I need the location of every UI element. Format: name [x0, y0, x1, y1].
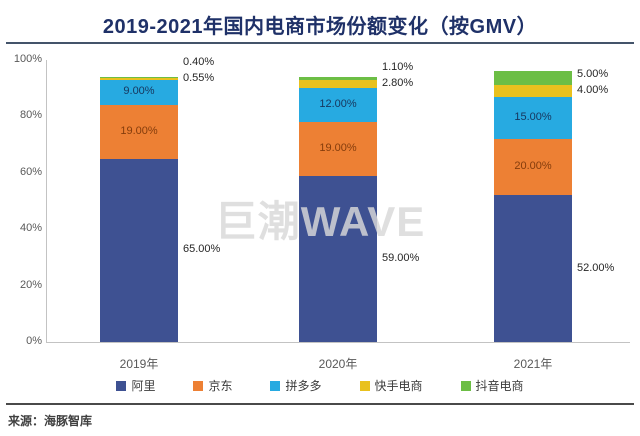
- bar-segment: [494, 138, 572, 196]
- bar-segment: [494, 96, 572, 139]
- bar-segment: [100, 158, 178, 342]
- bar-segment-label: 20.00%: [514, 160, 552, 173]
- source-text: 来源：海豚智库: [8, 414, 93, 428]
- ytick-label: 80%: [19, 109, 42, 122]
- legend-item: 拼多多: [270, 377, 322, 394]
- bar-segment: [100, 78, 178, 80]
- legend-swatch: [359, 380, 370, 391]
- legend-swatch: [270, 380, 281, 391]
- bar-segment-label: 15.00%: [514, 110, 552, 123]
- ytick-label: 100%: [13, 53, 42, 65]
- legend-item: 快手电商: [359, 377, 423, 394]
- legend-label: 拼多多: [285, 379, 322, 393]
- bar-segment-label: 1.10%: [382, 61, 414, 74]
- bar-segment: [299, 88, 377, 123]
- ytick-label: 20%: [19, 278, 42, 291]
- chart-title: 2019-2021年国内电商市场份额变化（按GMV）: [102, 16, 538, 38]
- legend-swatch: [193, 380, 204, 391]
- category-label: 2020年: [318, 357, 358, 371]
- bar-segment-label: 5.00%: [577, 68, 609, 81]
- legend-label: 抖音电商: [475, 379, 524, 393]
- bar-segment-label: 19.00%: [319, 141, 357, 154]
- y-axis-line: [46, 60, 47, 342]
- footer-divider: [6, 403, 634, 405]
- legend-swatch: [460, 380, 471, 391]
- bar-segment: [100, 79, 178, 106]
- legend-item: 京东: [193, 377, 232, 394]
- bar-segment-label: 65.00%: [183, 243, 221, 256]
- title-divider: [6, 42, 634, 44]
- bar-segment: [299, 175, 377, 342]
- category-label: 2021年: [513, 357, 553, 371]
- bar-segment: [494, 71, 572, 86]
- legend-label: 快手电商: [374, 379, 423, 393]
- bar-segment-label: 9.00%: [123, 85, 155, 98]
- bar-segment: [100, 77, 178, 79]
- legend-item: 阿里: [116, 377, 155, 394]
- ytick-label: 60%: [19, 165, 42, 178]
- bar-segment-label: 0.55%: [183, 71, 215, 84]
- legend: 阿里 京东 拼多多 快手电商 抖音电商: [0, 377, 640, 394]
- bar-segment-label: 59.00%: [382, 251, 420, 264]
- bar-segment-label: 12.00%: [319, 98, 357, 111]
- legend-label: 阿里: [131, 379, 156, 393]
- ytick-label: 40%: [19, 222, 42, 235]
- ytick-label: 0%: [26, 335, 42, 347]
- legend-swatch: [116, 380, 127, 391]
- bar-segment: [494, 85, 572, 97]
- legend-item: 抖音电商: [460, 377, 524, 394]
- bar-segment-label: 52.00%: [577, 261, 615, 274]
- bar-segment: [494, 195, 572, 342]
- bar-segment-label: 0.40%: [183, 55, 215, 68]
- bar-segment: [299, 122, 377, 176]
- bar-segment: [100, 105, 178, 159]
- bar-segment: [299, 77, 377, 81]
- bar-segment-label: 2.80%: [382, 77, 414, 90]
- bar-segment-label: 19.00%: [120, 124, 158, 137]
- x-axis-line: [46, 342, 630, 343]
- category-label: 2019年: [119, 357, 159, 371]
- bar-segment: [299, 80, 377, 89]
- legend-label: 京东: [208, 379, 233, 393]
- bar-segment-label: 4.00%: [577, 84, 609, 97]
